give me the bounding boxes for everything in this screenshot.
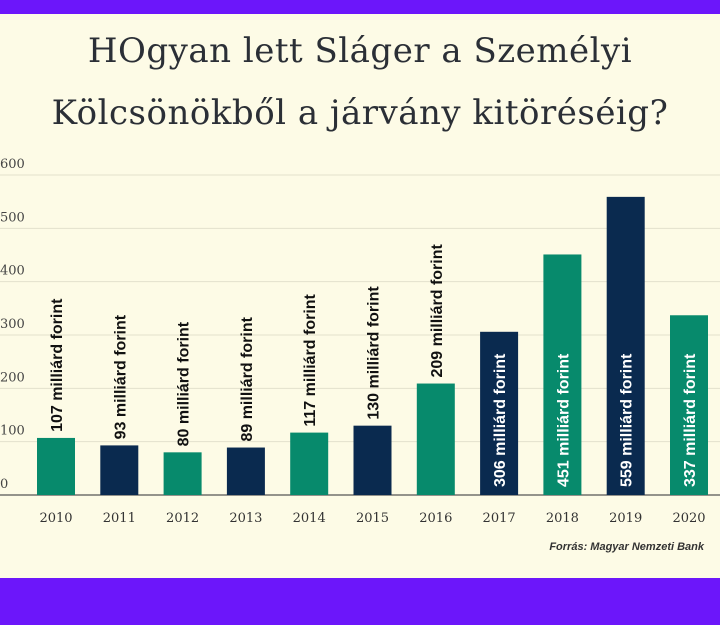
y-tick-label: 400 — [0, 264, 25, 279]
x-tick-label: 2010 — [39, 511, 72, 526]
bottom-accent-bar — [0, 578, 720, 625]
x-tick-label: 2019 — [609, 511, 642, 526]
x-tick-label: 2018 — [546, 511, 579, 526]
top-accent-bar — [0, 0, 720, 14]
x-tick-label: 2012 — [166, 511, 199, 526]
y-tick-label: 600 — [0, 157, 25, 172]
x-tick-label: 2011 — [103, 511, 136, 526]
y-tick-label: 200 — [0, 370, 25, 385]
x-tick-label: 2015 — [356, 511, 389, 526]
bar — [606, 196, 645, 495]
y-tick-label: 0 — [0, 477, 8, 492]
bar-chart: 0 100 200 300 400 500 600 2010 107 milliárd fori… — [0, 157, 720, 526]
bar — [670, 315, 708, 495]
data-label: 337 milliárd forint — [682, 353, 699, 487]
data-label: 93 milliárd forint — [112, 314, 129, 439]
bar — [163, 452, 202, 495]
bar — [543, 254, 582, 495]
y-tick-label: 300 — [0, 317, 25, 332]
bar — [290, 432, 329, 495]
bar — [100, 445, 139, 495]
data-label: 117 milliárd forint — [302, 293, 319, 426]
data-label: 130 milliárd forint — [366, 286, 383, 420]
data-label: 80 milliárd forint — [176, 321, 193, 446]
data-label: 107 milliárd forint — [49, 298, 66, 432]
bar — [480, 331, 519, 495]
source-note: Forrás: Magyar Nemzeti Bank — [549, 541, 704, 553]
data-label: 559 milliárd forint — [619, 353, 636, 487]
x-tick-label: 2016 — [419, 511, 452, 526]
data-label: 89 milliárd forint — [239, 316, 256, 441]
bar — [416, 383, 455, 495]
x-tick-label: 2020 — [672, 511, 705, 526]
bar — [226, 447, 265, 495]
x-tick-label: 2014 — [293, 511, 326, 526]
x-tick-label: 2013 — [229, 511, 262, 526]
bar — [37, 437, 75, 495]
y-tick-label: 100 — [0, 424, 25, 439]
bar — [353, 425, 392, 495]
chart-title: HOgyan lett Sláger a Személyi Kölcsönökb… — [51, 31, 669, 133]
x-tick-label: 2017 — [483, 511, 516, 526]
data-label: 209 milliárd forint — [429, 243, 446, 377]
y-tick-label: 500 — [0, 210, 25, 225]
data-label: 451 milliárd forint — [555, 353, 572, 487]
data-label: 306 milliárd forint — [492, 353, 509, 487]
